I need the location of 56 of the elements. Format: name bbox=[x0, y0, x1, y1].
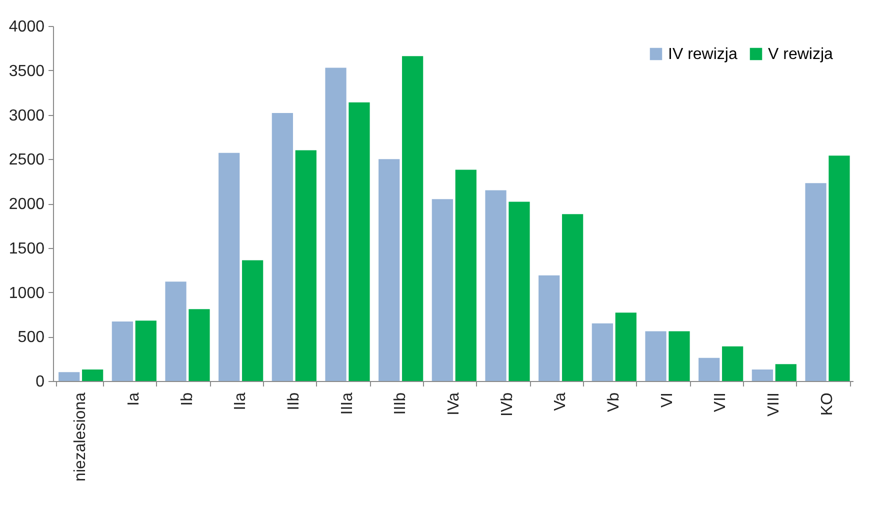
x-tick-label: Ia bbox=[126, 392, 142, 406]
y-tick-label: 3500 bbox=[8, 62, 45, 80]
bar bbox=[538, 275, 560, 381]
x-tick-label: IIIb bbox=[392, 392, 410, 415]
y-tick-label: 1500 bbox=[8, 240, 45, 258]
x-tick-label: IIb bbox=[286, 392, 302, 410]
y-tick-label: 4000 bbox=[8, 18, 45, 36]
y-tick-label: 2000 bbox=[8, 196, 45, 213]
x-tick-label: Vb bbox=[606, 392, 622, 412]
bar bbox=[165, 282, 186, 381]
bar bbox=[432, 199, 453, 381]
y-tick-label: 2500 bbox=[8, 152, 45, 169]
bar bbox=[135, 320, 156, 381]
bar bbox=[562, 214, 584, 381]
bar bbox=[188, 309, 210, 381]
bar bbox=[325, 68, 346, 381]
bar bbox=[592, 323, 613, 381]
bar bbox=[82, 369, 104, 381]
bar bbox=[775, 364, 796, 381]
x-tick-label: niezalesiona bbox=[72, 392, 90, 482]
x-tick-label: IVb bbox=[498, 392, 516, 417]
bar bbox=[218, 152, 240, 381]
legend-label: IV rewizja bbox=[668, 46, 738, 63]
bar bbox=[698, 358, 720, 381]
x-tick-label: VII bbox=[712, 392, 730, 412]
bar bbox=[295, 150, 316, 381]
bar bbox=[828, 156, 850, 381]
bar bbox=[402, 56, 424, 381]
bar bbox=[722, 346, 744, 381]
bar bbox=[272, 112, 293, 381]
x-tick-label: IIIa bbox=[338, 392, 356, 415]
x-tick-label: VI bbox=[658, 392, 676, 408]
y-tick-label: 0 bbox=[36, 374, 45, 390]
x-tick-label: KO bbox=[818, 392, 836, 416]
bar bbox=[615, 312, 636, 381]
bar bbox=[112, 322, 133, 381]
x-tick-label: IVa bbox=[446, 392, 462, 416]
y-tick-label: 3000 bbox=[8, 107, 45, 124]
bar bbox=[508, 202, 530, 381]
y-tick-label: 1000 bbox=[8, 284, 45, 302]
bar bbox=[752, 369, 773, 381]
bar bbox=[242, 260, 264, 381]
bar bbox=[378, 159, 400, 381]
bar bbox=[645, 331, 666, 381]
bar bbox=[58, 372, 80, 381]
x-tick-label: Ib bbox=[178, 392, 196, 406]
bar bbox=[348, 102, 370, 381]
legend-label: V rewizja bbox=[768, 46, 834, 63]
bar bbox=[485, 190, 506, 381]
bar bbox=[455, 170, 476, 381]
x-tick-label: IIa bbox=[232, 392, 250, 410]
y-tick-label: 500 bbox=[18, 329, 45, 346]
x-tick-label: Va bbox=[552, 392, 570, 411]
bar bbox=[668, 331, 690, 381]
bar bbox=[805, 183, 826, 381]
x-tick-label: VIII bbox=[766, 392, 782, 417]
